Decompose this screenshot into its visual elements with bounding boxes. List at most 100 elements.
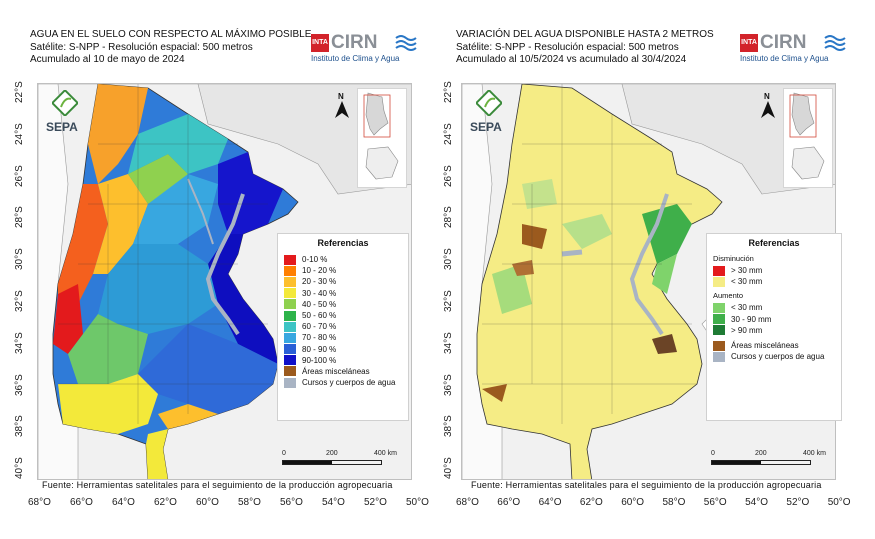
legend-swatch xyxy=(284,321,296,332)
longitude-label: 64°O xyxy=(538,497,562,508)
legend-label: Cursos y cuerpos de agua xyxy=(302,378,396,388)
latitude-label: 38°S xyxy=(14,415,25,438)
legend-item: 30 - 40 % xyxy=(284,288,402,299)
legend-label: 50 - 60 % xyxy=(302,311,337,321)
legend-swatch xyxy=(284,366,296,377)
latitude-label: 34°S xyxy=(443,332,454,354)
longitude-label: 56°O xyxy=(703,497,727,508)
map-title: VARIACIÓN DEL AGUA DISPONIBLE HASTA 2 ME… xyxy=(456,29,714,40)
legend-item: 50 - 60 % xyxy=(284,310,402,321)
legend-swatch xyxy=(284,355,296,366)
map-header: AGUA EN EL SUELO CON RESPECTO AL MÁXIMO … xyxy=(30,29,311,67)
legend-swatch xyxy=(284,310,296,321)
longitude-label: 58°O xyxy=(238,497,261,508)
map-header: VARIACIÓN DEL AGUA DISPONIBLE HASTA 2 ME… xyxy=(456,29,714,67)
legend-label: 10 - 20 % xyxy=(302,266,337,276)
legend-swatch xyxy=(284,377,296,388)
legend-label: > 30 mm xyxy=(731,266,763,276)
latitude-label: 30°S xyxy=(14,248,25,271)
legend-swatch xyxy=(713,265,725,276)
longitude-label: 52°O xyxy=(786,497,810,508)
longitude-label: 50°O xyxy=(827,497,851,508)
longitude-label: 56°O xyxy=(280,497,303,508)
latitude-label: 24°S xyxy=(14,123,25,145)
legend-swatch xyxy=(713,314,725,325)
scale-label-200: 200 xyxy=(326,450,338,457)
legend-label: 80 - 90 % xyxy=(302,344,337,354)
legend-group-increase: Aumento xyxy=(713,291,744,301)
map-title: AGUA EN EL SUELO CON RESPECTO AL MÁXIMO … xyxy=(30,29,312,40)
longitude-label: 52°O xyxy=(364,497,387,508)
legend-swatch xyxy=(284,265,296,276)
longitude-label: 64°O xyxy=(112,497,135,508)
legend-item: 80 - 90 % xyxy=(284,344,402,355)
inta-cirn-logo: INTA CIRN Instituto de Clima y Agua xyxy=(311,32,419,68)
legend-item: 90-100 % xyxy=(284,355,402,366)
soil-water-map xyxy=(38,84,411,479)
scale-bar-graphic xyxy=(282,460,382,465)
latitude-label: 24°S xyxy=(443,123,454,145)
inta-badge: INTA xyxy=(740,34,758,52)
legend-swatch xyxy=(284,332,296,343)
scale-label-0: 0 xyxy=(711,450,715,457)
latitude-label: 34°S xyxy=(14,332,25,354)
legend-swatch xyxy=(284,254,296,265)
latitude-label: 28°S xyxy=(14,206,25,229)
map-frame xyxy=(37,83,412,480)
legend-soil-water: Referencias 0-10 % 10 - 20 % 20 - 30 % 30 -… xyxy=(277,233,409,421)
panel-soil-water: AGUA EN EL SUELO CON RESPECTO AL MÁXIMO … xyxy=(0,0,437,539)
sepa-logo: SEPA xyxy=(46,90,86,142)
map-subtitle-satellite: Satélite: S-NPP - Resolución espacial: 5… xyxy=(30,41,253,53)
map-subtitle-date: Acumulado al 10/5/2024 vs acumulado al 3… xyxy=(456,54,687,65)
legend-swatch xyxy=(713,340,725,351)
latitude-label: 36°S xyxy=(14,373,25,396)
legend-label: 30 - 40 % xyxy=(302,288,337,298)
map-subtitle-date: Acumulado al 10 de mayo de 2024 xyxy=(30,54,185,65)
north-arrow-icon xyxy=(761,101,775,118)
legend-increase-rows: < 30 mm 30 - 90 mm > 90 mm xyxy=(713,302,835,336)
legend-label: 90-100 % xyxy=(302,355,337,365)
longitude-axis: 68°O 66°O 64°O 62°O 60°O 58°O 56°O 54°O 52°O 50°O xyxy=(438,497,875,511)
scale-label-400: 400 km xyxy=(374,450,397,457)
panel-water-variation: VARIACIÓN DEL AGUA DISPONIBLE HASTA 2 ME… xyxy=(438,0,875,539)
legend-item: 70 - 80 % xyxy=(284,332,402,343)
legend-label: 60 - 70 % xyxy=(302,322,337,332)
sepa-text: SEPA xyxy=(470,120,502,134)
latitude-label: 36°S xyxy=(443,373,454,396)
institute-name: Instituto de Clima y Agua xyxy=(311,54,400,63)
longitude-label: 62°O xyxy=(579,497,603,508)
legend-label: < 30 mm xyxy=(731,277,763,287)
scale-bar: 0 200 400 km xyxy=(711,450,841,476)
latitude-axis: 22°S 24°S 26°S 28°S 30°S 32°S 34°S 36°S 38°S 40°S xyxy=(443,0,455,539)
longitude-axis: 68°O 66°O 64°O 62°O 60°O 58°O 56°O 54°O 52°O 50°O xyxy=(0,497,437,511)
legend-label: Cursos y cuerpos de agua xyxy=(731,352,825,362)
latitude-label: 26°S xyxy=(443,164,454,187)
legend-item: Áreas misceláneas xyxy=(713,340,835,351)
longitude-label: 50°O xyxy=(406,497,429,508)
legend-item: Cursos y cuerpos de agua xyxy=(713,351,835,362)
longitude-label: 54°O xyxy=(745,497,768,508)
legend-item: < 30 mm xyxy=(713,276,835,287)
longitude-label: 60°O xyxy=(621,497,645,508)
scale-bar-graphic xyxy=(711,460,811,465)
legend-swatch xyxy=(713,302,725,313)
longitude-label: 60°O xyxy=(196,497,219,508)
legend-label: 30 - 90 mm xyxy=(731,314,772,324)
legend-swatch xyxy=(713,325,725,336)
longitude-label: 68°O xyxy=(456,497,479,508)
longitude-label: 58°O xyxy=(662,497,686,508)
scale-label-200: 200 xyxy=(755,450,767,457)
legend-label: 40 - 50 % xyxy=(302,299,337,309)
legend-item: 20 - 30 % xyxy=(284,276,402,287)
longitude-label: 66°O xyxy=(497,497,521,508)
legend-item: > 90 mm xyxy=(713,325,835,336)
legend-title: Referencias xyxy=(317,238,369,248)
scale-bar: 0 200 400 km xyxy=(282,450,412,476)
legend-swatch xyxy=(713,276,725,287)
legend-water-variation: Referencias Disminución > 30 mm < 30 mm A… xyxy=(706,233,842,421)
legend-title: Referencias xyxy=(748,238,800,248)
sepa-logo: SEPA xyxy=(470,90,510,142)
inta-cirn-logo: INTA CIRN Instituto de Clima y Agua xyxy=(740,32,848,68)
scale-label-0: 0 xyxy=(282,450,286,457)
legend-item: 40 - 50 % xyxy=(284,299,402,310)
